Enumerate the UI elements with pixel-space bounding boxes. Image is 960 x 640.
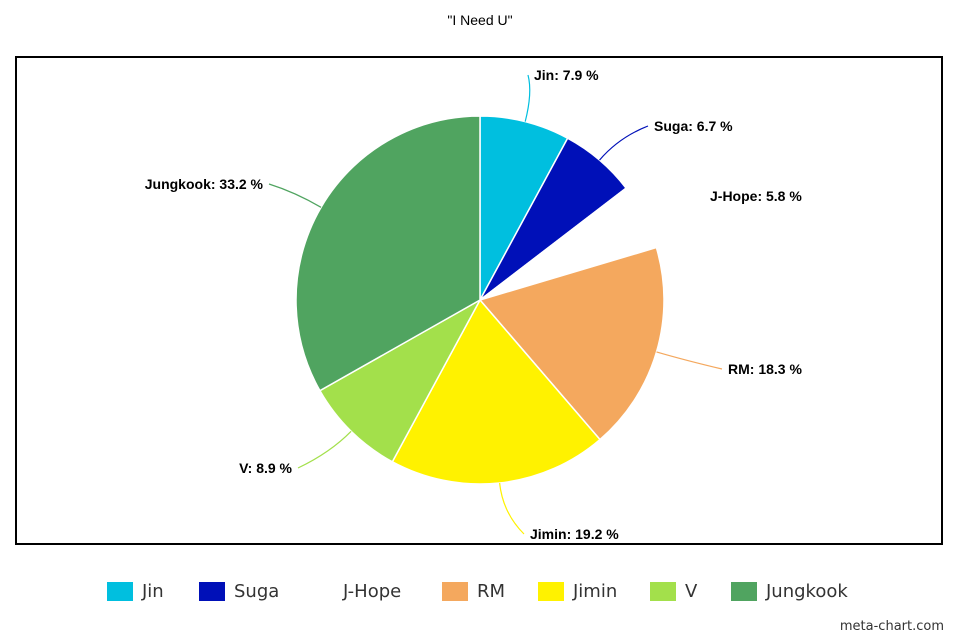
legend: Jin Suga J-Hope RM Jimin V Jungkook bbox=[0, 578, 960, 604]
data-label-suga: Suga: 6.7 % bbox=[654, 118, 733, 134]
data-label-v: V: 8.9 % bbox=[239, 460, 292, 476]
legend-label: RM bbox=[477, 580, 506, 602]
connector-jimin bbox=[499, 482, 525, 535]
legend-label: V bbox=[685, 580, 698, 602]
legend-label: Suga bbox=[234, 580, 280, 602]
pie-slice-rm bbox=[478, 246, 665, 441]
data-label-jimin: Jimin: 19.2 % bbox=[530, 526, 619, 542]
legend-item-jimin[interactable]: Jimin bbox=[538, 578, 617, 604]
legend-label: J-Hope bbox=[343, 580, 402, 602]
legend-swatch bbox=[199, 581, 225, 601]
legend-label: Jimin bbox=[573, 580, 618, 602]
connector-jin bbox=[524, 74, 531, 122]
legend-item-rm[interactable]: RM bbox=[442, 578, 505, 604]
data-label-jin: Jin: 7.9 % bbox=[534, 67, 599, 83]
chart-title: "I Need U" bbox=[447, 12, 513, 28]
legend-item-jin[interactable]: Jin bbox=[107, 578, 164, 604]
legend-swatch bbox=[107, 581, 133, 601]
legend-label: Jin bbox=[142, 580, 164, 602]
data-label-j-hope: J-Hope: 5.8 % bbox=[710, 188, 802, 204]
legend-item-v[interactable]: V bbox=[650, 578, 697, 604]
legend-swatch bbox=[538, 581, 564, 601]
legend-item-j-hope[interactable]: J-Hope bbox=[308, 578, 401, 604]
data-label-jungkook: Jungkook: 33.2 % bbox=[145, 176, 264, 192]
pie-slice-jimin bbox=[391, 298, 601, 485]
connector-jungkook bbox=[268, 183, 322, 208]
pie-slice-jin bbox=[479, 115, 569, 301]
pie-slice-jungkook bbox=[295, 115, 481, 392]
connector-v bbox=[297, 430, 352, 469]
legend-item-suga[interactable]: Suga bbox=[199, 578, 279, 604]
watermark: meta-chart.com bbox=[839, 619, 944, 634]
plot-frame bbox=[15, 56, 943, 545]
legend-item-jungkook[interactable]: Jungkook bbox=[731, 578, 848, 604]
pie-slice-v bbox=[318, 298, 482, 463]
legend-label: Jungkook bbox=[766, 580, 848, 602]
connector-rm bbox=[656, 351, 723, 370]
connector-suga bbox=[599, 125, 649, 161]
legend-swatch bbox=[650, 581, 676, 601]
legend-swatch bbox=[308, 581, 334, 601]
legend-swatch bbox=[731, 581, 757, 601]
data-label-rm: RM: 18.3 % bbox=[728, 361, 802, 377]
legend-swatch bbox=[442, 581, 468, 601]
